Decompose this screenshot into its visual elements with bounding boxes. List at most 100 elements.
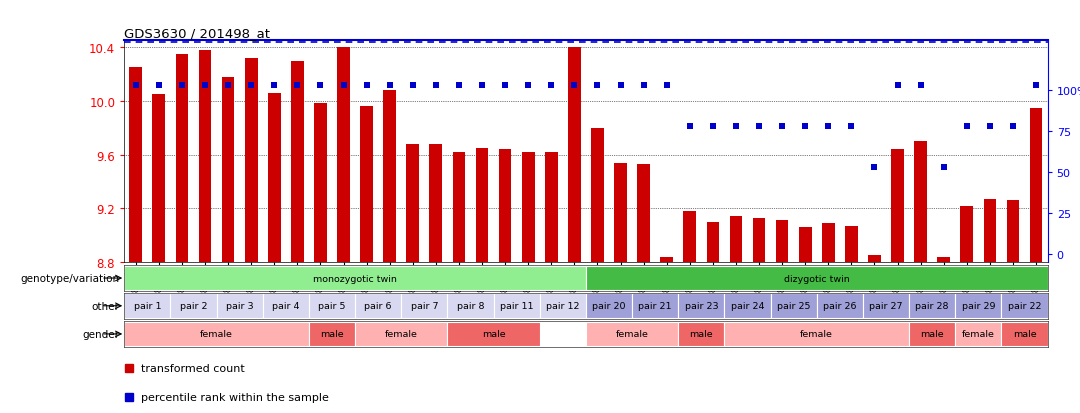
Bar [845,226,858,262]
Bar [314,104,327,262]
Text: dizygotic twin: dizygotic twin [784,274,850,283]
Bar [152,95,165,262]
Bar [130,68,143,262]
Bar [540,294,585,318]
Bar [863,294,909,318]
Bar [499,150,512,262]
Text: pair 28: pair 28 [916,301,949,311]
Text: pair 25: pair 25 [777,301,810,311]
Bar [1029,108,1042,262]
Bar [868,256,881,262]
Text: pair 21: pair 21 [638,301,672,311]
Bar [909,294,955,318]
Text: female: female [200,330,233,339]
Bar [822,223,835,262]
Bar [632,294,678,318]
Text: male: male [320,330,343,339]
Text: pair 6: pair 6 [364,301,392,311]
Bar [447,294,494,318]
Bar [545,152,557,262]
Bar [262,294,309,318]
Text: pair 20: pair 20 [592,301,625,311]
Text: other: other [92,301,120,311]
Text: transformed count: transformed count [140,363,244,373]
Text: monozygotic twin: monozygotic twin [313,274,397,283]
Text: male: male [1013,330,1037,339]
Bar [956,322,1001,347]
Bar [1001,322,1048,347]
Text: pair 24: pair 24 [731,301,765,311]
Text: pair 2: pair 2 [179,301,207,311]
Bar [706,222,719,262]
Bar [909,322,955,347]
Bar [522,152,535,262]
Bar [956,294,1001,318]
Bar [124,322,309,347]
Text: female: female [616,330,648,339]
Text: female: female [800,330,833,339]
Bar [660,257,673,262]
Text: pair 26: pair 26 [823,301,856,311]
Text: pair 27: pair 27 [869,301,903,311]
Bar [361,107,373,262]
Bar [615,163,626,262]
Bar [124,266,585,291]
Bar [960,206,973,262]
Bar [245,59,257,262]
Bar [725,294,770,318]
Bar [494,294,540,318]
Bar [1001,294,1048,318]
Bar [475,148,488,262]
Bar [1007,201,1020,262]
Bar [447,322,540,347]
Bar [684,211,697,262]
Bar [309,294,355,318]
Text: male: male [920,330,944,339]
Bar [176,55,188,262]
Bar [730,217,742,262]
Bar [199,51,212,262]
Bar [406,145,419,262]
Bar [591,128,604,262]
Bar [816,294,863,318]
Bar [585,294,632,318]
Text: GDS3630 / 201498_at: GDS3630 / 201498_at [124,27,270,40]
Text: female: female [384,330,418,339]
Bar [775,221,788,262]
Text: gender: gender [82,329,120,339]
Bar [355,322,447,347]
Text: pair 7: pair 7 [410,301,438,311]
Text: percentile rank within the sample: percentile rank within the sample [140,392,328,402]
Text: pair 4: pair 4 [272,301,299,311]
Bar [291,62,303,262]
Bar [402,294,447,318]
Bar [171,294,216,318]
Bar [268,93,281,262]
Text: pair 11: pair 11 [500,301,534,311]
Bar [937,257,950,262]
Text: pair 5: pair 5 [319,301,346,311]
Text: pair 12: pair 12 [546,301,580,311]
Bar [637,164,650,262]
Text: female: female [962,330,995,339]
Bar [383,91,396,262]
Bar [585,322,678,347]
Bar [216,294,262,318]
Bar [568,48,581,262]
Text: male: male [482,330,505,339]
Bar [799,228,811,262]
Bar [337,48,350,262]
Bar [984,199,996,262]
Text: male: male [689,330,713,339]
Bar [725,322,909,347]
Bar [453,152,465,262]
Text: pair 22: pair 22 [1008,301,1041,311]
Text: genotype/variation: genotype/variation [21,273,120,283]
Bar [770,294,816,318]
Text: pair 3: pair 3 [226,301,254,311]
Text: pair 29: pair 29 [961,301,995,311]
Bar [915,142,927,262]
Bar [221,78,234,262]
Bar [355,294,402,318]
Bar [309,322,355,347]
